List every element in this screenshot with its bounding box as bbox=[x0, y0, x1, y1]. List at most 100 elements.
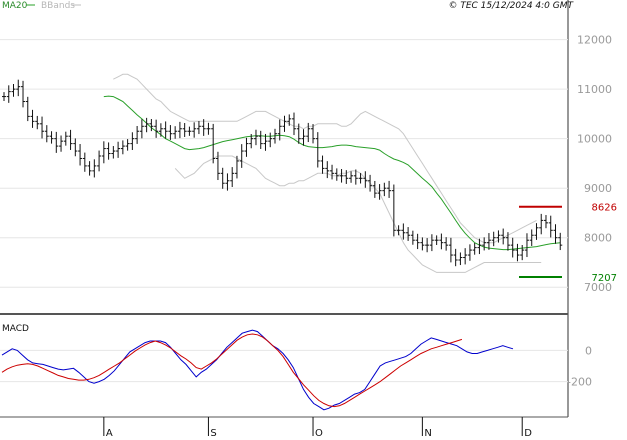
ohlc-bar bbox=[68, 129, 73, 150]
ohlc-bar bbox=[154, 119, 159, 138]
ohlc-bar bbox=[472, 243, 477, 255]
ohlc-bar bbox=[196, 120, 201, 135]
ohlc-bar bbox=[78, 144, 83, 166]
ohlc-bar bbox=[391, 184, 396, 237]
ohlc-bar bbox=[558, 232, 563, 251]
ohlc-bar bbox=[401, 223, 406, 240]
ohlc-bar bbox=[54, 131, 59, 153]
ohlc-bar bbox=[206, 122, 211, 135]
ohlc-bar bbox=[135, 125, 140, 144]
ohlc-bar bbox=[272, 128, 277, 144]
ohlc-bar bbox=[63, 131, 68, 146]
ohlc-bar bbox=[163, 121, 168, 139]
ohlc-bar bbox=[382, 182, 387, 197]
grid-lines bbox=[0, 39, 568, 383]
ohlc-bar bbox=[59, 135, 64, 152]
ohlc-bar bbox=[358, 173, 363, 184]
ohlc-bar bbox=[539, 213, 544, 235]
ohlc-bar bbox=[2, 92, 6, 102]
legend-ma20-label: MA20 bbox=[2, 1, 28, 11]
ohlc-bar bbox=[505, 232, 510, 251]
ohlc-bar bbox=[249, 134, 254, 149]
ohlc-bar bbox=[87, 161, 92, 176]
ohlc-bar bbox=[111, 146, 116, 159]
price-y-tick-label: 9000 bbox=[584, 182, 612, 195]
ohlc-bar bbox=[116, 141, 121, 158]
ohlc-bar bbox=[21, 80, 26, 108]
ohlc-bar bbox=[510, 237, 515, 258]
macd-lines bbox=[1, 329, 514, 411]
price-y-axis: 7000 8000 9000 10000 11000 12000 bbox=[577, 34, 612, 295]
ohlc-bar bbox=[425, 238, 430, 253]
price-y-tick-label: 8000 bbox=[584, 232, 612, 245]
ohlc-bar bbox=[35, 115, 40, 130]
ohlc-bar bbox=[287, 114, 292, 126]
ohlc-bar bbox=[529, 229, 534, 246]
ohlc-bar bbox=[73, 138, 78, 157]
ohlc-bar bbox=[187, 126, 192, 136]
ohlc-bar bbox=[30, 109, 35, 128]
ohlc-bar bbox=[415, 233, 420, 250]
price-level-label: 7207 bbox=[592, 273, 617, 284]
ohlc-bar bbox=[453, 248, 458, 267]
ohlc-bar bbox=[211, 123, 216, 164]
ohlc-bar bbox=[496, 230, 501, 243]
ohlc-bar bbox=[396, 225, 401, 236]
copyright-text: © TEC 15/12/2024 4:0 GMT bbox=[448, 1, 574, 11]
ohlc-bar bbox=[320, 155, 325, 174]
ohlc-bar bbox=[486, 233, 491, 250]
ohlc-bar bbox=[168, 125, 173, 140]
ohlc-bar bbox=[234, 155, 239, 179]
ohlc-bar bbox=[11, 83, 16, 97]
ohlc-bar bbox=[173, 126, 178, 139]
ohlc-bar bbox=[501, 228, 506, 245]
ohlc-bar bbox=[315, 132, 320, 168]
ohlc-bar bbox=[244, 137, 249, 157]
ohlc-bar bbox=[292, 112, 297, 136]
ohlc-bar bbox=[49, 131, 54, 144]
ohlc-bar bbox=[268, 132, 273, 148]
price-level-label: 8626 bbox=[592, 203, 617, 214]
ohlc-bar bbox=[139, 119, 144, 139]
macd-y-axis: 0 -200 bbox=[567, 344, 592, 388]
x-tick-label: D bbox=[524, 428, 532, 439]
ohlc-bar bbox=[258, 130, 263, 149]
ohlc-bar bbox=[477, 238, 482, 255]
ohlc-bar bbox=[40, 116, 45, 139]
ohlc-bar bbox=[311, 124, 316, 144]
ohlc-bar bbox=[387, 180, 392, 198]
ohlc-bar bbox=[16, 79, 21, 97]
ohlc-bar bbox=[420, 237, 425, 251]
ohlc-bar bbox=[263, 133, 268, 151]
ohlc-bar bbox=[515, 243, 520, 262]
price-y-tick-label: 7000 bbox=[584, 281, 612, 294]
macd-signal-line bbox=[1, 333, 463, 408]
ohlc-bar bbox=[344, 170, 349, 184]
ohlc-bar bbox=[201, 119, 206, 136]
x-tick-label: A bbox=[106, 428, 113, 439]
ohlc-bar bbox=[444, 237, 449, 251]
macd-title: MACD bbox=[2, 324, 29, 334]
x-tick-label: O bbox=[315, 428, 323, 439]
ohlc-bar bbox=[548, 215, 553, 238]
ohlc-bar bbox=[482, 237, 487, 251]
ohlc-bar bbox=[225, 173, 230, 191]
ohlc-bar bbox=[144, 117, 149, 133]
ohlc-bar bbox=[339, 169, 344, 183]
ohlc-bar bbox=[553, 224, 558, 244]
ohlc-bar bbox=[334, 168, 339, 181]
ohlc-bar bbox=[439, 233, 444, 250]
ohlc-bar bbox=[82, 152, 87, 172]
ohlc-bar bbox=[215, 151, 220, 181]
ohlc-bar bbox=[410, 230, 415, 245]
ohlc-bar bbox=[467, 244, 472, 261]
ohlc-bar bbox=[325, 161, 330, 179]
price-y-tick-label: 10000 bbox=[577, 133, 612, 146]
x-tick-label: N bbox=[424, 428, 431, 439]
ohlc-bar bbox=[182, 123, 187, 137]
ohlc-bar bbox=[253, 129, 258, 146]
bollinger-bands bbox=[113, 73, 542, 273]
ohlc-bar bbox=[230, 167, 235, 188]
x-tick-label: S bbox=[210, 428, 216, 439]
ohlc-bar bbox=[92, 159, 97, 178]
